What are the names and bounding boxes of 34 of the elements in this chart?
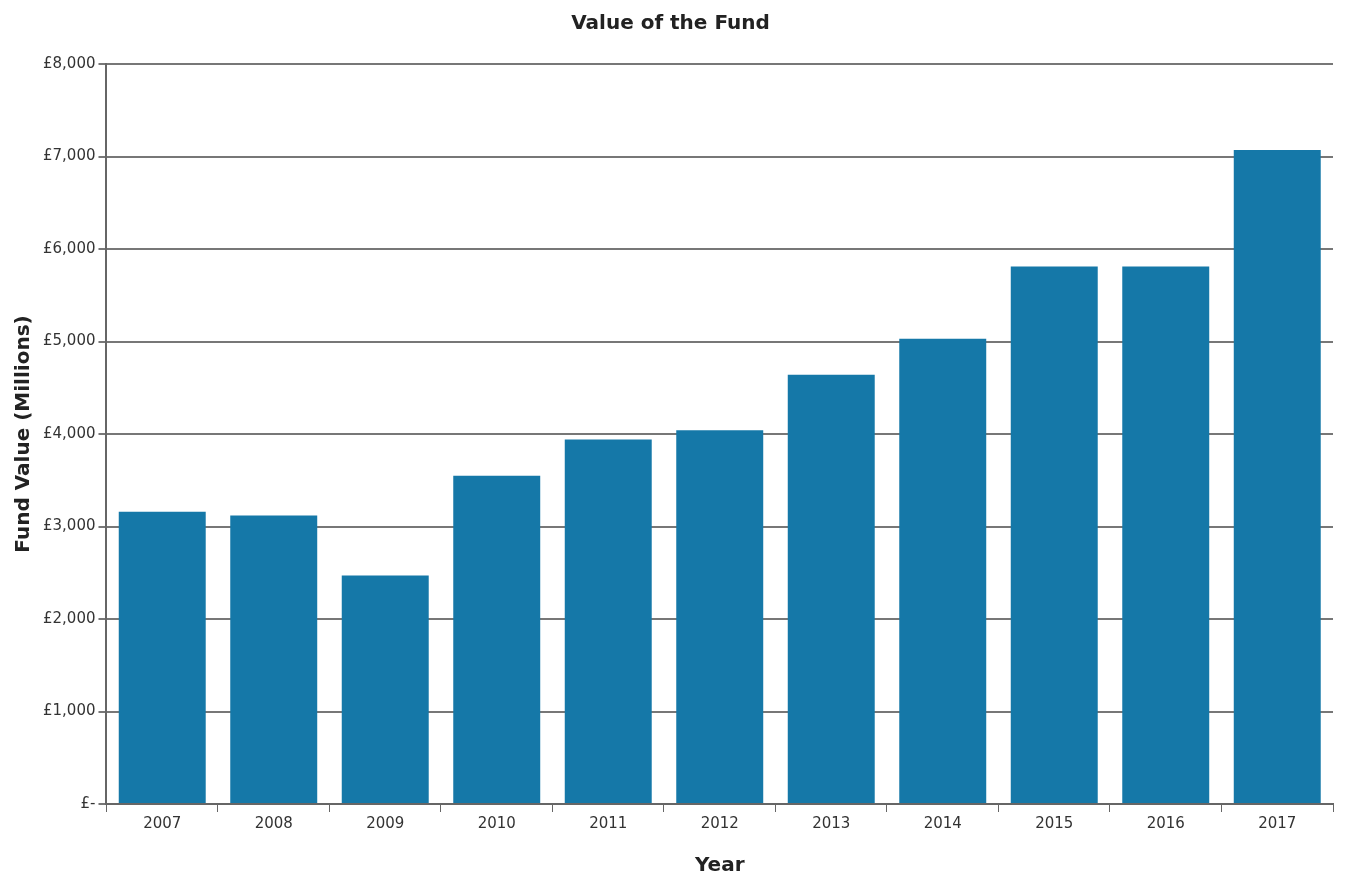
bar <box>1122 266 1210 803</box>
x-tick-label: 2010 <box>477 813 516 832</box>
x-tick-label: 2012 <box>700 813 739 832</box>
x-tick-label: 2017 <box>1258 813 1297 832</box>
y-axis-title: Fund Value (Millions) <box>10 315 35 553</box>
x-axis-title: Year <box>693 852 745 877</box>
y-tick-label: £8,000 <box>42 53 96 72</box>
y-tick-label: £- <box>80 793 96 812</box>
bar <box>453 475 541 803</box>
bar <box>118 511 206 803</box>
bar <box>787 374 875 803</box>
x-tick-label: 2008 <box>254 813 293 832</box>
x-tick-label: 2014 <box>923 813 962 832</box>
x-tick-label: 2011 <box>589 813 628 832</box>
bar <box>899 338 987 803</box>
x-tick-label: 2009 <box>366 813 405 832</box>
y-tick-label: £4,000 <box>42 423 96 442</box>
x-tick-label: 2013 <box>812 813 851 832</box>
bar <box>1233 150 1321 803</box>
y-tick-label: £1,000 <box>42 701 96 720</box>
y-tick-label: £5,000 <box>42 331 96 350</box>
y-tick-label: £6,000 <box>42 238 96 257</box>
x-tick-label: 2007 <box>143 813 182 832</box>
bar <box>1010 266 1098 803</box>
bar <box>564 439 652 803</box>
y-tick-label: £2,000 <box>42 608 96 627</box>
x-tick-label: 2016 <box>1146 813 1185 832</box>
bar <box>341 575 429 803</box>
bar <box>230 515 318 803</box>
bar <box>676 430 764 803</box>
chart-title: Value of the Fund <box>571 10 770 35</box>
y-tick-label: £3,000 <box>42 516 96 535</box>
x-tick-label: 2015 <box>1035 813 1074 832</box>
y-tick-label: £7,000 <box>42 146 96 165</box>
